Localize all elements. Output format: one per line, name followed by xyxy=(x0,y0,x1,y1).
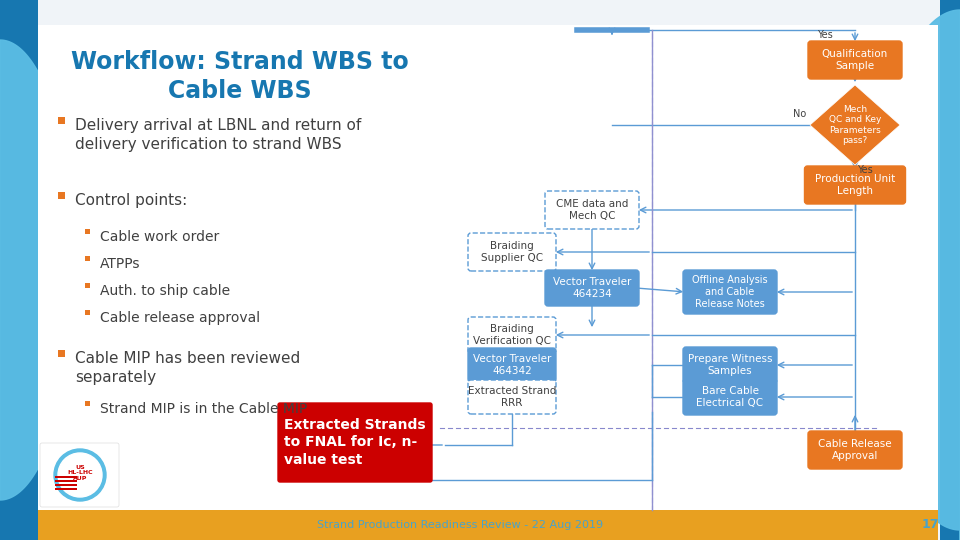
Text: Strand Production Readiness Review - 22 Aug 2019: Strand Production Readiness Review - 22 … xyxy=(317,520,603,530)
Text: Delivery arrival at LBNL and return of
delivery verification to strand WBS: Delivery arrival at LBNL and return of d… xyxy=(75,118,361,152)
Text: Prepare Witness
Samples: Prepare Witness Samples xyxy=(687,354,772,376)
FancyBboxPatch shape xyxy=(278,403,432,482)
FancyBboxPatch shape xyxy=(468,317,556,353)
Bar xyxy=(85,229,90,234)
Text: Control points:: Control points: xyxy=(75,193,187,208)
Text: Strand MIP is in the Cable MIP: Strand MIP is in the Cable MIP xyxy=(100,402,307,416)
Text: ATPPs: ATPPs xyxy=(100,257,140,271)
Bar xyxy=(85,401,90,406)
Text: Cable release approval: Cable release approval xyxy=(100,311,260,325)
Text: Cable MIP has been reviewed
separately: Cable MIP has been reviewed separately xyxy=(75,351,300,384)
Bar xyxy=(55,483,77,486)
FancyBboxPatch shape xyxy=(808,431,902,469)
Bar xyxy=(55,476,77,478)
Bar xyxy=(85,256,90,261)
Text: Bare Cable
Electrical QC: Bare Cable Electrical QC xyxy=(696,386,763,408)
FancyBboxPatch shape xyxy=(468,380,556,414)
Text: Yes: Yes xyxy=(857,165,873,175)
Text: Extracted Strands
to FNAL for Ic, n-
value test: Extracted Strands to FNAL for Ic, n- val… xyxy=(284,418,426,467)
Circle shape xyxy=(58,453,102,497)
Text: Braiding
Supplier QC: Braiding Supplier QC xyxy=(481,241,543,263)
Bar xyxy=(58,192,65,199)
Bar xyxy=(85,283,90,288)
FancyBboxPatch shape xyxy=(683,379,777,415)
FancyBboxPatch shape xyxy=(468,348,556,382)
Polygon shape xyxy=(0,0,38,540)
Text: 17: 17 xyxy=(922,518,939,531)
Bar xyxy=(85,310,90,315)
Text: Braiding
Verification QC: Braiding Verification QC xyxy=(473,324,551,346)
FancyBboxPatch shape xyxy=(545,191,639,229)
FancyBboxPatch shape xyxy=(545,270,639,306)
Text: Mech
QC and Key
Parameters
pass?: Mech QC and Key Parameters pass? xyxy=(828,105,881,145)
Text: CME data and
Mech QC: CME data and Mech QC xyxy=(556,199,628,221)
Text: Offline Analysis
and Cable
Release Notes: Offline Analysis and Cable Release Notes xyxy=(692,275,768,308)
Bar xyxy=(55,480,77,482)
FancyBboxPatch shape xyxy=(683,270,777,314)
Circle shape xyxy=(54,449,106,501)
Polygon shape xyxy=(870,10,960,540)
FancyBboxPatch shape xyxy=(808,41,902,79)
Bar xyxy=(55,488,77,490)
Text: Vector Traveler
464342: Vector Traveler 464342 xyxy=(473,354,551,376)
Text: Vector Traveler
464234: Vector Traveler 464234 xyxy=(553,277,631,299)
Text: No: No xyxy=(793,109,806,119)
FancyBboxPatch shape xyxy=(683,347,777,383)
Text: Qualification
Sample: Qualification Sample xyxy=(822,49,888,71)
Text: US
HL-LHC
AUP: US HL-LHC AUP xyxy=(67,465,93,481)
Text: Auth. to ship cable: Auth. to ship cable xyxy=(100,284,230,298)
FancyBboxPatch shape xyxy=(40,443,119,507)
Bar xyxy=(58,350,65,357)
FancyBboxPatch shape xyxy=(804,166,905,204)
Text: Production Unit
Length: Production Unit Length xyxy=(815,174,895,196)
Polygon shape xyxy=(810,85,900,165)
Bar xyxy=(38,25,938,510)
Text: Cable Release
Approval: Cable Release Approval xyxy=(818,439,892,461)
Text: Workflow: Strand WBS to
Cable WBS: Workflow: Strand WBS to Cable WBS xyxy=(71,50,409,103)
Text: Yes: Yes xyxy=(817,30,833,40)
Text: Extracted Strand
RRR: Extracted Strand RRR xyxy=(468,386,556,408)
Bar xyxy=(38,510,938,540)
Polygon shape xyxy=(0,40,75,500)
Polygon shape xyxy=(940,0,960,540)
FancyBboxPatch shape xyxy=(468,233,556,271)
Bar xyxy=(58,117,65,124)
Text: Cable work order: Cable work order xyxy=(100,230,219,244)
